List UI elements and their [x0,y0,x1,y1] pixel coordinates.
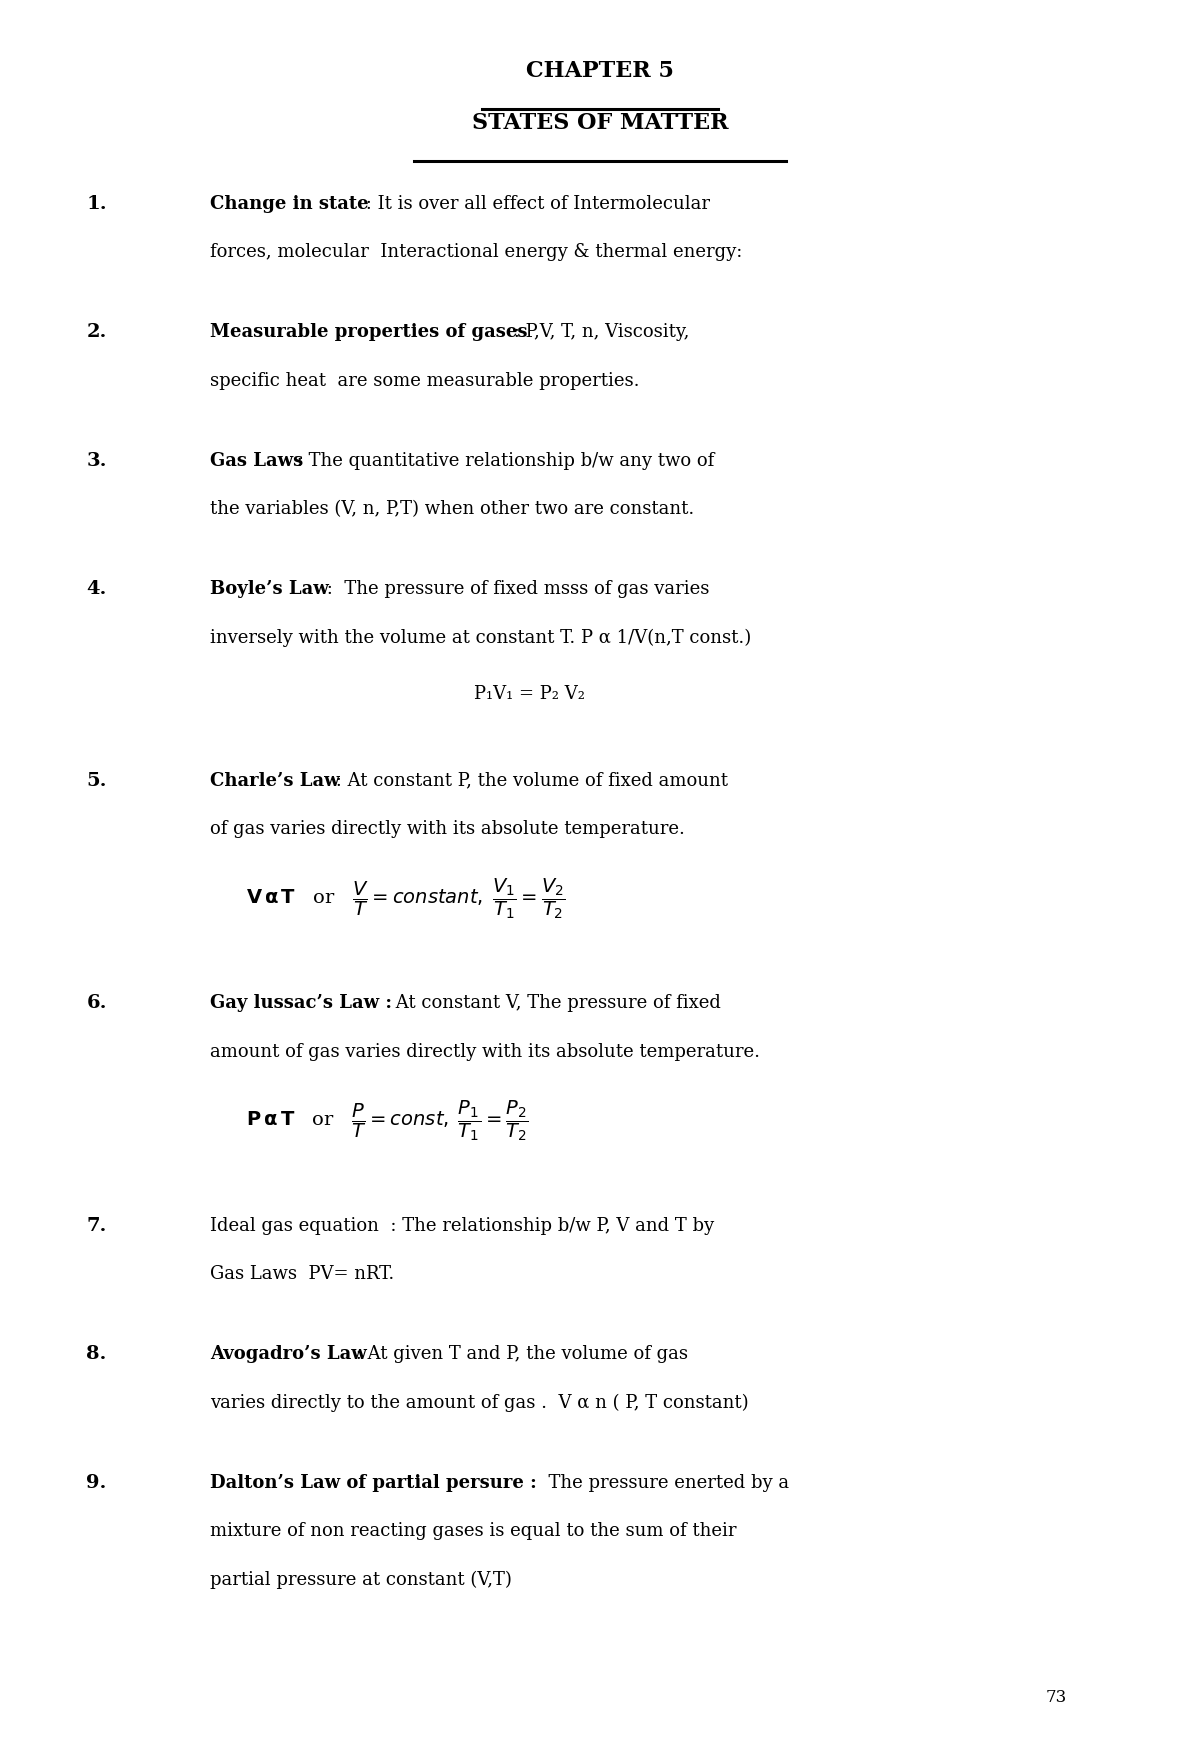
Text: Avogadro’s Law: Avogadro’s Law [210,1345,367,1363]
Text: The pressure enerted by a: The pressure enerted by a [538,1474,790,1491]
Text: CHAPTER 5: CHAPTER 5 [526,59,674,82]
Text: 3.: 3. [86,452,107,469]
Text: P₁V₁ = P₂ V₂: P₁V₁ = P₂ V₂ [474,685,586,702]
Text: varies directly to the amount of gas .  V α n ( P, T constant): varies directly to the amount of gas . V… [210,1394,749,1413]
Text: : At constant P, the volume of fixed amount: : At constant P, the volume of fixed amo… [330,772,728,789]
Text: 6.: 6. [86,994,107,1012]
Text: $\mathbf{V\,\alpha\,T}$   or   $\dfrac{V}{T}= constant,\;\dfrac{V_1}{T_1}=\dfrac: $\mathbf{V\,\alpha\,T}$ or $\dfrac{V}{T}… [246,876,565,921]
Text: 2.: 2. [86,323,107,341]
Text: Dalton’s Law of partial persure :: Dalton’s Law of partial persure : [210,1474,536,1491]
Text: 73: 73 [1045,1689,1067,1707]
Text: partial pressure at constant (V,T): partial pressure at constant (V,T) [210,1571,512,1590]
Text: 9.: 9. [86,1474,107,1491]
Text: mixture of non reacting gases is equal to the sum of their: mixture of non reacting gases is equal t… [210,1522,737,1540]
Text: Measurable properties of gases: Measurable properties of gases [210,323,528,341]
Text: Boyle’s Law: Boyle’s Law [210,580,329,598]
Text: 4.: 4. [86,580,107,598]
Text: 7.: 7. [86,1217,107,1234]
Text: 1.: 1. [86,195,107,212]
Text: inversely with the volume at constant T. P α 1/V(n,T const.): inversely with the volume at constant T.… [210,629,751,648]
Text: $\mathbf{P\,\alpha\,T}$   or   $\dfrac{P}{T}= const,\;\dfrac{P_1}{T_1}=\dfrac{P_: $\mathbf{P\,\alpha\,T}$ or $\dfrac{P}{T}… [246,1098,529,1144]
Text: Gas Laws: Gas Laws [210,452,304,469]
Text: Change in state: Change in state [210,195,368,212]
Text: Ideal gas equation  : The relationship b/w P, V and T by: Ideal gas equation : The relationship b/… [210,1217,714,1234]
Text: amount of gas varies directly with its absolute temperature.: amount of gas varies directly with its a… [210,1043,760,1060]
Text: Gay lussac’s Law :: Gay lussac’s Law : [210,994,392,1012]
Text: Charle’s Law: Charle’s Law [210,772,340,789]
Text: At constant V, The pressure of fixed: At constant V, The pressure of fixed [390,994,720,1012]
Text: : At given T and P, the volume of gas: : At given T and P, the volume of gas [350,1345,688,1363]
Text: : The quantitative relationship b/w any two of: : The quantitative relationship b/w any … [292,452,714,469]
Text: forces, molecular  Interactional energy & thermal energy:: forces, molecular Interactional energy &… [210,243,743,261]
Text: STATES OF MATTER: STATES OF MATTER [472,111,728,134]
Text: the variables (V, n, P,T) when other two are constant.: the variables (V, n, P,T) when other two… [210,501,695,518]
Text: Gas Laws  PV= nRT.: Gas Laws PV= nRT. [210,1265,395,1283]
Text: specific heat  are some measurable properties.: specific heat are some measurable proper… [210,372,640,389]
Text: : It is over all effect of Intermolecular: : It is over all effect of Intermolecula… [360,195,710,212]
Text: 8.: 8. [86,1345,107,1363]
Text: : P,V, T, n, Viscosity,: : P,V, T, n, Viscosity, [508,323,689,341]
Text: 5.: 5. [86,772,107,789]
Text: of gas varies directly with its absolute temperature.: of gas varies directly with its absolute… [210,820,685,838]
Text: :  The pressure of fixed msss of gas varies: : The pressure of fixed msss of gas vari… [320,580,709,598]
